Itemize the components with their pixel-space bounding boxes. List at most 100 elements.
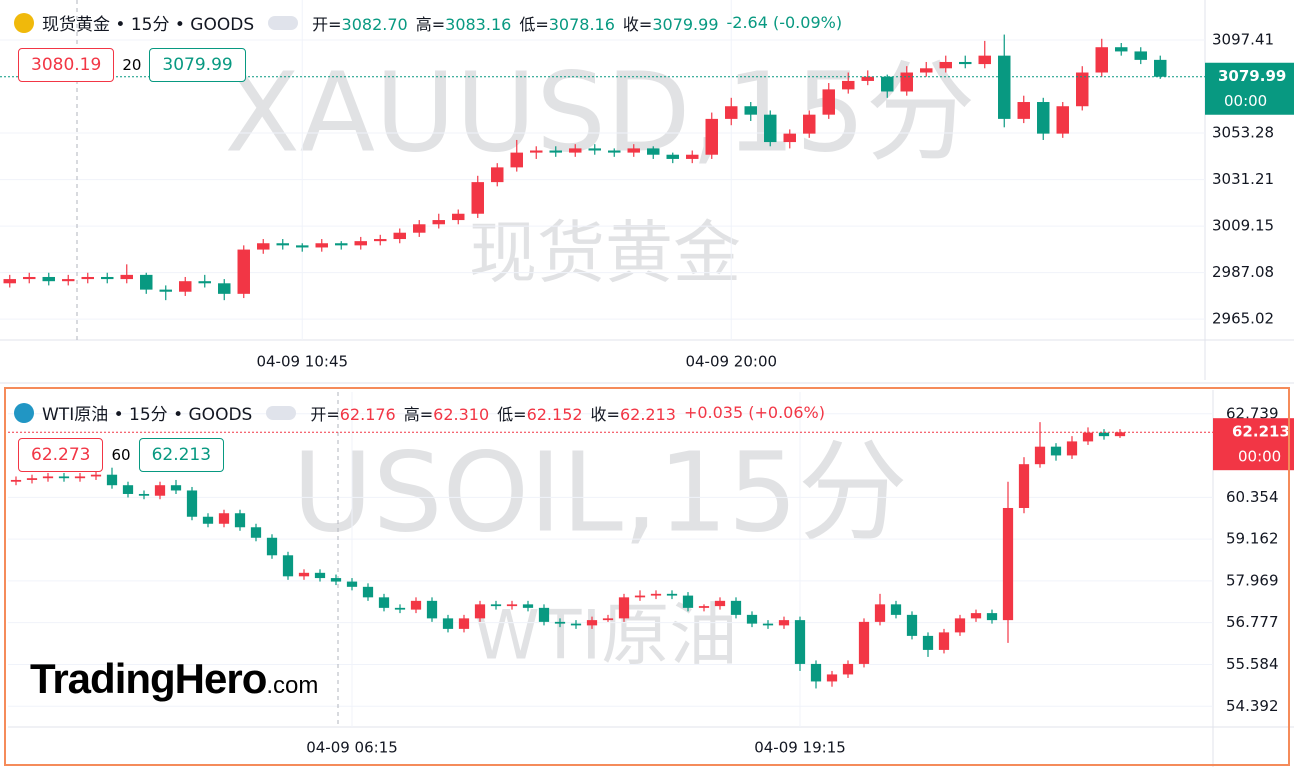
candle-body: [410, 600, 422, 610]
y-tick-label: 62.739: [1226, 404, 1279, 422]
candle-body: [569, 148, 582, 153]
quote-row: 3080.19 20 3079.99: [18, 48, 246, 82]
candle-body: [938, 632, 950, 650]
price-label-box: [1213, 418, 1294, 471]
candle-body: [970, 613, 982, 619]
candle-body: [179, 281, 192, 292]
brand-name: TradingHero: [30, 655, 267, 702]
candle-body: [608, 150, 621, 153]
candle-body: [250, 527, 262, 538]
ohlc-key: 收=: [622, 14, 653, 34]
ohlc-value: 62.213: [619, 404, 676, 424]
watermark-name: 现货黄金: [469, 215, 741, 294]
x-tick-label: 04-09 20:00: [685, 353, 777, 371]
ohlc-value: 3082.70: [341, 14, 408, 34]
candle-body: [986, 613, 998, 621]
x-tick-label: 04-09 10:45: [256, 353, 348, 371]
bid-box[interactable]: 3080.19: [18, 48, 115, 82]
toggle-pill[interactable]: [266, 405, 297, 420]
candle-body: [939, 61, 952, 69]
candle-body: [922, 635, 934, 650]
candle-body: [1076, 72, 1089, 107]
price-label: 3079.99: [1218, 67, 1286, 85]
price-label: 62.213: [1232, 423, 1290, 441]
watermark-symbol: USOIL,15分: [292, 428, 908, 556]
y-tick-label: 3009.15: [1212, 217, 1274, 235]
ohlc-value: 3079.99: [652, 14, 719, 34]
candle-body: [1114, 432, 1126, 437]
candle-body: [1034, 446, 1046, 465]
candle-body: [138, 493, 150, 496]
ask-box[interactable]: 62.213: [138, 438, 225, 472]
candle-body: [762, 623, 774, 626]
candle-body: [140, 274, 153, 290]
candle-body: [510, 152, 523, 168]
ohlc-key: 开=: [312, 14, 342, 34]
y-tick-label: 59.162: [1226, 530, 1279, 548]
watermark-name: WTI原油: [473, 597, 738, 676]
candle-body: [627, 148, 640, 153]
candle-body: [744, 106, 757, 115]
ohlc-key: 高=: [415, 14, 446, 34]
brand: TradingHero.com: [30, 655, 318, 703]
x-tick-label: 04-09 06:15: [306, 739, 398, 757]
candle-body: [570, 623, 582, 626]
candle-body: [296, 245, 309, 248]
candle-body: [920, 68, 933, 73]
ohlc-item: 高=62.310: [404, 401, 489, 425]
candle-body: [1095, 47, 1108, 73]
pane: USOIL,15分 WTI原油 54.392 55.584 56.777 57.969 59…: [8, 390, 1294, 767]
candle-body: [538, 607, 550, 622]
candle-body: [374, 239, 387, 242]
watermark-symbol: XAUUSD,15分: [224, 48, 975, 176]
legend-header: 现货黄金 • 15分 • GOODS 开=3082.70 高=3083.16 低=30…: [14, 10, 842, 35]
legend-header: WTI原油 • 15分 • GOODS 开=62.176 高=62.310 低=62.…: [14, 400, 825, 425]
candle-body: [826, 674, 838, 682]
candle-body: [881, 76, 894, 92]
candle-body: [1134, 51, 1147, 60]
candle-body: [554, 621, 566, 624]
candle-body: [842, 663, 854, 675]
toggle-pill[interactable]: [268, 15, 299, 30]
candle-body: [10, 479, 22, 482]
symbol-title: 现货黄金 • 15分 • GOODS: [42, 15, 255, 35]
candle-body: [1037, 102, 1050, 134]
candle-body: [1098, 432, 1110, 437]
candle-body: [803, 114, 816, 134]
candle-body: [810, 663, 822, 682]
candle-body: [650, 593, 662, 596]
candle-body: [354, 241, 367, 246]
candle-body: [74, 476, 86, 479]
candle-body: [330, 578, 342, 582]
candle-body: [549, 150, 562, 153]
candle-body: [62, 279, 75, 282]
candle-body: [686, 154, 699, 159]
candle-body: [42, 476, 54, 479]
candle-body: [315, 243, 328, 248]
candle-body: [101, 276, 114, 280]
candle-body: [426, 600, 438, 619]
symbol-icon: [14, 402, 34, 423]
y-tick-label: 54.392: [1226, 697, 1279, 715]
candle-body: [634, 595, 646, 598]
ohlc-value: 3083.16: [445, 14, 512, 34]
candle-body: [900, 72, 913, 92]
spread: 20: [122, 56, 142, 74]
candle-body: [725, 106, 738, 119]
candle-body: [432, 220, 445, 225]
symbol-title: WTI原油 • 15分 • GOODS: [42, 405, 253, 425]
candle-body: [998, 55, 1011, 119]
candle-body: [1082, 432, 1094, 442]
candle-body: [647, 148, 660, 155]
ohlc-item: 高=3083.16: [416, 11, 512, 35]
candle-body: [471, 182, 484, 214]
ask-box[interactable]: 3079.99: [149, 48, 246, 82]
bid-box[interactable]: 62.273: [18, 438, 104, 472]
y-tick-label: 56.777: [1226, 613, 1279, 631]
candle-body: [122, 485, 134, 494]
candle-body: [474, 604, 486, 619]
candle-body: [81, 276, 94, 280]
y-tick-label: 2987.08: [1212, 263, 1274, 281]
